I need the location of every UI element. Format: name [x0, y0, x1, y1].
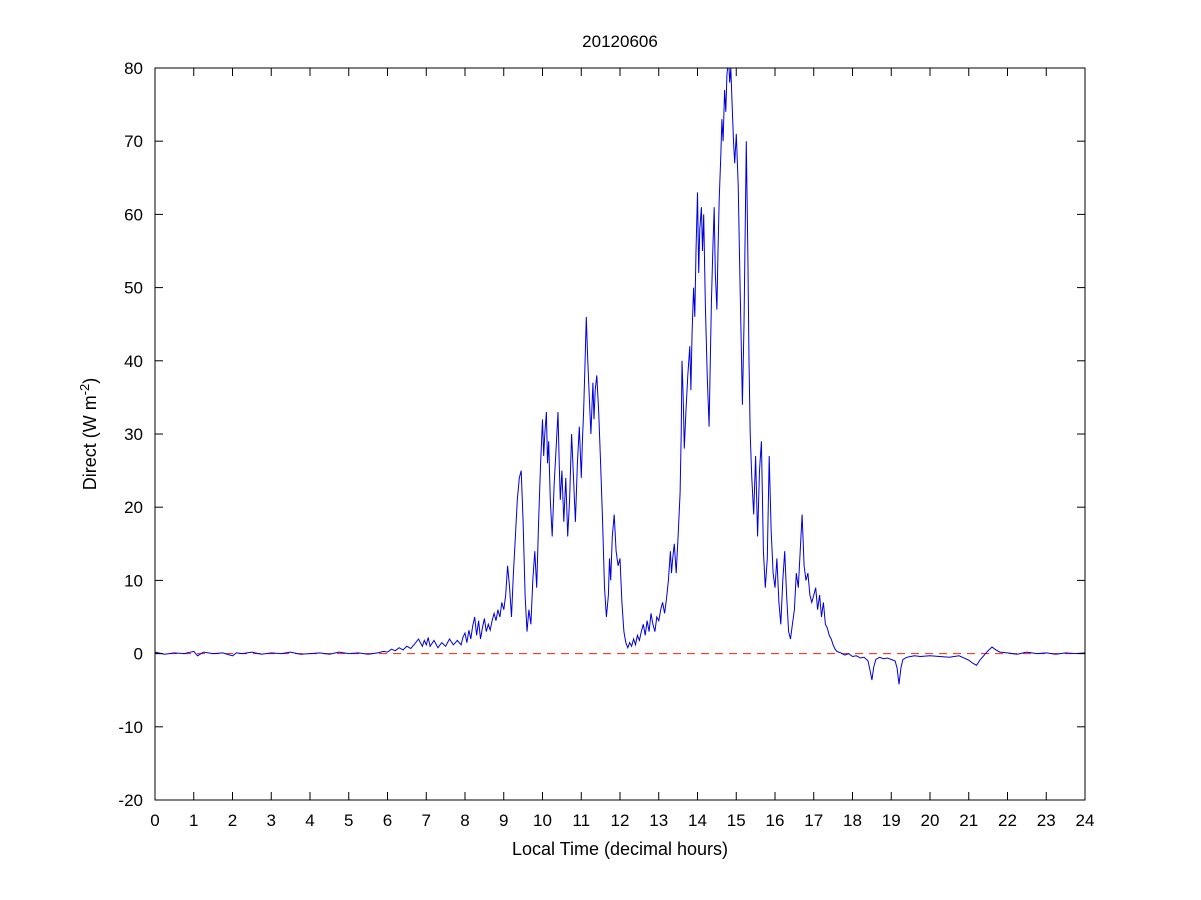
x-tick-label: 16 — [766, 811, 785, 830]
x-tick-label: 0 — [150, 811, 159, 830]
y-tick-label: -10 — [118, 718, 143, 737]
x-tick-label: 21 — [959, 811, 978, 830]
x-tick-label: 18 — [843, 811, 862, 830]
x-tick-label: 2 — [228, 811, 237, 830]
x-tick-label: 20 — [921, 811, 940, 830]
chart-title: 20120606 — [582, 32, 658, 51]
x-tick-label: 19 — [882, 811, 901, 830]
y-tick-label: 80 — [124, 59, 143, 78]
x-axis-label: Local Time (decimal hours) — [512, 839, 728, 859]
x-tick-label: 23 — [1037, 811, 1056, 830]
x-tick-label: 11 — [572, 811, 590, 830]
x-tick-label: 12 — [611, 811, 630, 830]
x-tick-label: 22 — [998, 811, 1017, 830]
y-tick-label: 50 — [124, 279, 143, 298]
y-tick-label: 0 — [134, 645, 143, 664]
y-tick-label: 40 — [124, 352, 143, 371]
y-tick-label: 30 — [124, 425, 143, 444]
x-tick-label: 5 — [344, 811, 353, 830]
y-axis-label: Direct (W m-2) — [77, 378, 100, 491]
x-tick-label: 9 — [499, 811, 508, 830]
plot-box — [154, 67, 1086, 801]
x-tick-label: 10 — [533, 811, 552, 830]
x-tick-label: 1 — [189, 811, 198, 830]
x-tick-label: 13 — [649, 811, 668, 830]
x-tick-label: 3 — [267, 811, 276, 830]
x-tick-label: 8 — [460, 811, 469, 830]
x-tick-label: 4 — [305, 811, 314, 830]
y-tick-label: 20 — [124, 498, 143, 517]
y-tick-label: 70 — [124, 132, 143, 151]
x-tick-label: 6 — [383, 811, 392, 830]
x-tick-label: 15 — [727, 811, 746, 830]
data-series-line — [155, 68, 1085, 685]
x-tick-label: 17 — [804, 811, 823, 830]
y-tick-label: 10 — [124, 571, 143, 590]
x-tick-label: 7 — [422, 811, 431, 830]
y-tick-label: 60 — [124, 205, 143, 224]
y-tick-label: -20 — [118, 791, 143, 810]
x-tick-label: 24 — [1076, 811, 1095, 830]
x-tick-label: 14 — [688, 811, 707, 830]
